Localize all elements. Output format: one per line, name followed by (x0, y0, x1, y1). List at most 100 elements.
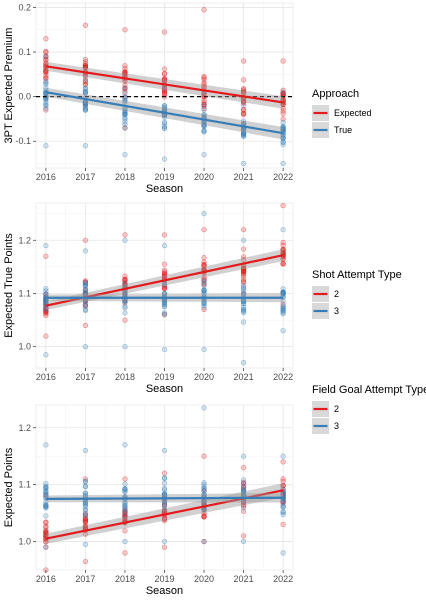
scatter-point-2 (240, 265, 247, 271)
scatter-point-3 (82, 291, 89, 297)
scatter-point-3 (43, 544, 49, 550)
scatter-point-true (240, 130, 247, 136)
scatter-point-true (82, 76, 89, 82)
scatter-point-expected (161, 71, 168, 77)
scatter-point-2 (201, 512, 207, 519)
scatter-point-2 (122, 508, 128, 515)
scatter-point-expected (240, 110, 247, 116)
scatter-point-2 (240, 268, 247, 274)
scatter-point-true (122, 112, 128, 118)
scatter-point-true (201, 112, 207, 118)
scatter-point-expected (240, 98, 247, 104)
scatter-point-3 (201, 486, 207, 492)
scatter-point-3 (240, 486, 247, 493)
scatter-point-3 (82, 302, 89, 309)
scatter-point-true (201, 123, 207, 129)
scatter-point-3 (280, 509, 286, 515)
scatter-point-true (240, 131, 247, 138)
scatter-point-3 (161, 475, 168, 481)
scatter-point-expected (122, 66, 128, 72)
scatter-point-3 (82, 280, 89, 286)
scatter-point-expected (43, 54, 49, 60)
scatter-point-2 (82, 523, 89, 529)
scatter-point-2 (122, 513, 128, 519)
scatter-point-2 (43, 530, 49, 537)
scatter-point-3 (280, 289, 286, 296)
scatter-point-3 (240, 286, 247, 292)
scatter-point-true (240, 133, 247, 139)
scatter-point-expected (201, 101, 207, 108)
scatter-point-true (280, 142, 286, 148)
scatter-point-3 (82, 301, 89, 308)
scatter-point-2 (122, 516, 128, 522)
scatter-point-3 (161, 311, 168, 317)
scatter-point-expected (240, 89, 247, 95)
scatter-point-3 (240, 453, 247, 459)
scatter-point-2 (43, 539, 49, 545)
scatter-point-3 (161, 491, 168, 497)
scatter-point-3 (122, 481, 128, 487)
scatter-point-3 (122, 500, 128, 506)
scatter-point-expected (82, 63, 89, 69)
scatter-point-true (201, 128, 207, 134)
scatter-point-2 (280, 459, 286, 465)
scatter-point-3 (240, 484, 247, 490)
scatter-point-expected (82, 79, 89, 85)
x-tick-label: 2022 (273, 574, 293, 584)
scatter-point-3 (280, 290, 286, 297)
scatter-point-expected (82, 82, 89, 88)
scatter-point-expected (82, 64, 89, 71)
scatter-point-2 (201, 277, 207, 283)
scatter-point-expected (240, 100, 247, 106)
scatter-point-true (82, 105, 89, 111)
x-tick-label: 2017 (75, 372, 95, 382)
scatter-point-3 (280, 504, 286, 510)
scatter-point-3 (280, 307, 286, 314)
x-tick-label: 2016 (36, 372, 56, 382)
scatter-point-true (43, 78, 49, 84)
scatter-point-3 (201, 491, 207, 498)
scatter-point-2 (201, 261, 207, 268)
scatter-point-expected (201, 7, 207, 13)
scatter-point-true (82, 103, 89, 109)
scatter-point-expected (82, 61, 89, 67)
scatter-point-2 (240, 484, 247, 491)
x-tick-label: 2018 (115, 172, 135, 182)
scatter-point-3 (240, 360, 247, 366)
scatter-point-2 (122, 510, 128, 517)
scatter-point-2 (82, 302, 89, 308)
scatter-point-3 (201, 304, 207, 310)
scatter-point-2 (280, 478, 286, 484)
scatter-point-3 (161, 304, 168, 310)
scatter-point-3 (43, 502, 49, 509)
scatter-point-true (201, 151, 207, 158)
scatter-point-expected (122, 71, 128, 78)
chart-panel-3pt-expected-premium: -0.1 0.0 0.1 0.2 2016 2017 2018 2019 2020 2021 202… (3, 2, 372, 195)
scatter-point-3 (280, 286, 286, 292)
scatter-point-2 (161, 499, 168, 505)
scatter-point-2 (201, 514, 207, 520)
scatter-point-3 (82, 478, 89, 485)
scatter-point-true (82, 143, 89, 149)
scatter-point-3 (201, 277, 207, 284)
scatter-point-2 (280, 498, 286, 504)
y-tick-label: 0.0 (18, 92, 31, 102)
scatter-point-2 (122, 282, 128, 288)
scatter-point-2 (201, 499, 207, 506)
scatter-point-2 (201, 513, 207, 519)
scatter-point-3 (122, 303, 128, 309)
scatter-point-2 (161, 272, 168, 278)
scatter-point-2 (280, 260, 286, 267)
scatter-point-3 (43, 490, 49, 496)
scatter-point-2 (122, 550, 128, 556)
scatter-point-expected (240, 111, 247, 118)
scatter-point-2 (43, 308, 49, 314)
scatter-point-2 (122, 291, 128, 297)
scatter-point-2 (280, 203, 286, 209)
scatter-point-2 (201, 276, 207, 282)
scatter-point-true (280, 139, 286, 145)
scatter-point-3 (161, 475, 168, 481)
scatter-point-3 (280, 328, 286, 334)
scatter-point-3 (161, 491, 168, 498)
y-tick-label: 1.2 (18, 235, 31, 245)
